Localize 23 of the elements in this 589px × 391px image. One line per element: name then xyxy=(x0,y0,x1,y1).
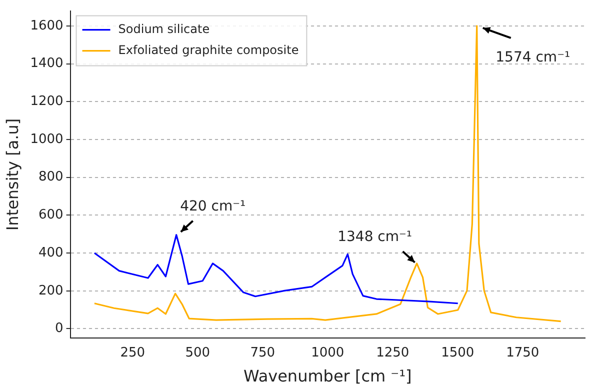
x-tick-label: 750 xyxy=(250,345,276,360)
legend-label: Exfoliated graphite composite xyxy=(118,42,299,57)
x-tick-label: 1750 xyxy=(506,345,540,360)
x-tick-label: 250 xyxy=(120,345,146,360)
y-tick-label: 1000 xyxy=(30,132,64,147)
x-tick-label: 500 xyxy=(185,345,210,360)
y-tick-label: 600 xyxy=(38,208,64,223)
x-axis-title: Wavenumber [cm ⁻¹] xyxy=(244,366,412,386)
y-tick-label: 1600 xyxy=(30,18,64,34)
y-tick-label: 200 xyxy=(38,283,64,298)
x-tick-label: 1500 xyxy=(441,345,474,360)
y-tick-label: 800 xyxy=(38,170,64,185)
y-tick-label: 400 xyxy=(38,245,64,260)
x-tick-label: 1000 xyxy=(311,345,344,360)
annotation: 420 cm⁻¹ xyxy=(180,198,246,215)
legend-label: Sodium silicate xyxy=(118,22,210,36)
x-tick-label: 1250 xyxy=(376,345,410,360)
annotation: 1574 cm⁻¹ xyxy=(496,50,570,66)
annotation: 1348 cm⁻¹ xyxy=(338,229,412,246)
y-tick-label: 1400 xyxy=(30,56,64,72)
y-tick-label: 0 xyxy=(55,321,64,336)
y-axis-title: Intensity [a.u] xyxy=(2,118,22,231)
y-tick-label: 1200 xyxy=(30,94,64,110)
